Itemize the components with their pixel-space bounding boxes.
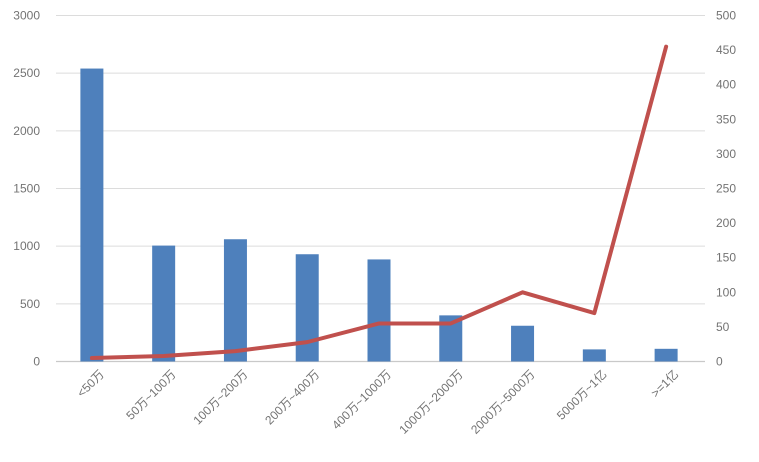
x-axis-category-label: 5000万~1亿 xyxy=(553,367,609,423)
left-axis-tick-label: 0 xyxy=(33,355,40,369)
x-axis-category-label: 100万~200万 xyxy=(190,367,250,427)
bar xyxy=(582,349,606,362)
left-axis-tick-label: 3000 xyxy=(13,9,40,23)
right-axis-tick-label: 350 xyxy=(716,112,736,126)
bar xyxy=(223,239,247,362)
left-axis-tick-label: 1500 xyxy=(13,182,40,196)
left-axis-tick-label: 500 xyxy=(20,297,40,311)
x-axis-category-label: 400万~1000万 xyxy=(329,367,394,432)
left-axis-tick-label: 2500 xyxy=(13,66,40,80)
left-axis-tick-label: 1000 xyxy=(13,239,40,253)
right-axis-tick-label: 200 xyxy=(716,216,736,230)
bar xyxy=(367,259,391,362)
right-axis-tick-label: 100 xyxy=(716,285,736,299)
bar xyxy=(295,254,319,362)
right-axis-tick-label: 0 xyxy=(716,355,723,369)
right-axis-tick-label: 500 xyxy=(716,9,736,23)
right-axis-tick-label: 50 xyxy=(716,320,730,334)
x-axis-category-label: 50万~100万 xyxy=(123,367,178,422)
left-axis-tick-label: 2000 xyxy=(13,124,40,138)
right-axis-tick-label: 300 xyxy=(716,147,736,161)
x-axis-category-label: >=1亿 xyxy=(648,367,682,401)
bar xyxy=(439,315,463,362)
right-axis-tick-label: 150 xyxy=(716,251,736,265)
line-series xyxy=(89,44,669,361)
bar xyxy=(80,68,104,362)
right-axis-tick-label: 400 xyxy=(716,78,736,92)
bar xyxy=(654,348,678,362)
right-axis-tick-label: 450 xyxy=(716,43,736,57)
x-axis-category-label: 200万~400万 xyxy=(262,367,322,427)
x-axis-category-label: 2000万~5000万 xyxy=(468,367,538,437)
x-axis-category-label: 1000万~2000万 xyxy=(396,367,466,437)
bar xyxy=(152,245,176,362)
right-axis-tick-label: 250 xyxy=(716,182,736,196)
x-axis-category-label: <50万 xyxy=(74,367,107,400)
bar xyxy=(511,325,535,362)
